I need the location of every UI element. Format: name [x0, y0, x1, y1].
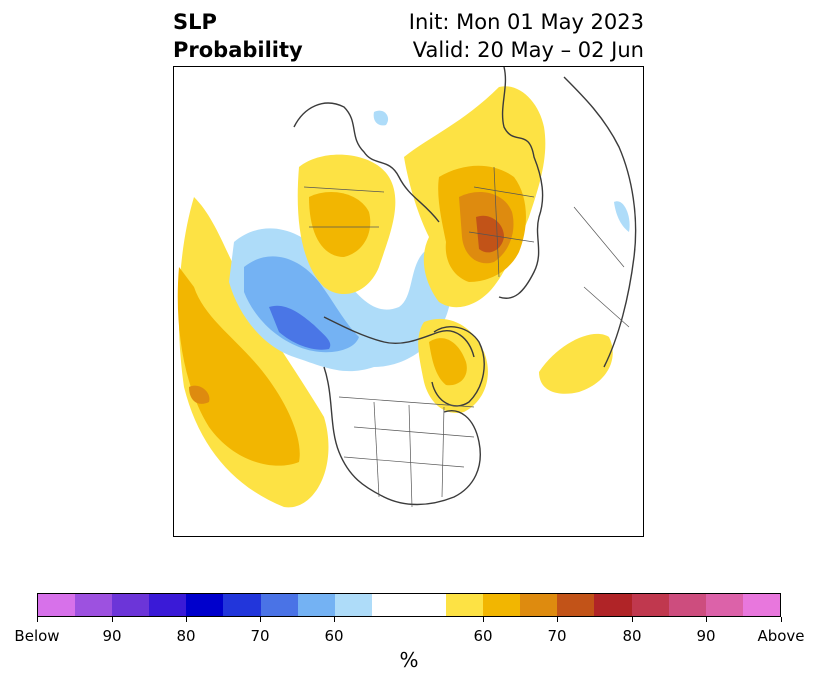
- colorbar-tick-label: 70: [250, 627, 270, 645]
- title-left: SLP Probability: [173, 8, 303, 64]
- colorbar-segment: [520, 594, 558, 616]
- colorbar-tick-label: 70: [547, 627, 567, 645]
- colorbar-tick-label: 60: [324, 627, 344, 645]
- colorbar-segment: [483, 594, 521, 616]
- colorbar-tick-mark: [483, 617, 484, 622]
- colorbar-tick-mark: [632, 617, 633, 622]
- title-probability: Probability: [173, 38, 303, 62]
- colorbar-segment: [260, 594, 298, 616]
- colorbar-segment: [149, 594, 187, 616]
- borders: [303, 166, 630, 508]
- colorbar-segment: [38, 594, 76, 616]
- canada-above-65: [309, 192, 371, 257]
- colorbar-segment: [371, 594, 447, 616]
- colorbar-tick-label: Above: [757, 627, 805, 645]
- colorbar-tick-mark: [781, 617, 782, 622]
- alaska-below-65: [244, 256, 359, 353]
- colorbar-tick-mark: [260, 617, 261, 622]
- pacific-above-65: [177, 267, 300, 466]
- colorbar-tick-mark: [37, 617, 38, 622]
- colorbar-segment: [742, 594, 780, 616]
- arctic-above-75: [476, 215, 504, 253]
- colorbar-segment: [75, 594, 113, 616]
- colorbar-tick-label: 80: [176, 627, 196, 645]
- scandinavia-below-60: [614, 201, 630, 232]
- colorbar-segment: [112, 594, 150, 616]
- colorbar-tick-mark: [334, 617, 335, 622]
- colorbar-tick-label: 80: [622, 627, 642, 645]
- colorbar-segment: [334, 594, 372, 616]
- colorbar-tick-mark: [706, 617, 707, 622]
- colorbar-segment: [594, 594, 632, 616]
- colorbar-segment: [446, 594, 484, 616]
- colorbar-tick-label: 60: [473, 627, 493, 645]
- colorbar-segment: [557, 594, 595, 616]
- colorbar-tick-label: Below: [14, 627, 60, 645]
- colorbar-tick-mark: [112, 617, 113, 622]
- colorbar: [37, 593, 781, 617]
- init-date: Init: Mon 01 May 2023: [408, 10, 644, 34]
- colorbar-tick-label: 90: [102, 627, 122, 645]
- siberia-below-60: [373, 110, 389, 126]
- colorbar-segment: [705, 594, 743, 616]
- colorbar-segment: [223, 594, 261, 616]
- colorbar-segment: [631, 594, 669, 616]
- colorbar-segment: [186, 594, 224, 616]
- atlantic-above-65: [429, 338, 467, 386]
- colorbar-tick-mark: [557, 617, 558, 622]
- valid-range: Valid: 20 May – 02 Jun: [412, 38, 644, 62]
- colorbar-unit: %: [399, 648, 419, 672]
- alaska-below-70: [269, 305, 331, 350]
- colorbar-segment: [297, 594, 335, 616]
- colorbar-segment: [668, 594, 706, 616]
- colorbar-tick-mark: [186, 617, 187, 622]
- probability-map: [177, 67, 637, 508]
- colorbar-tick-label: 90: [696, 627, 716, 645]
- europe-above-60: [539, 333, 613, 394]
- coastlines: [293, 67, 637, 506]
- map-panel: [173, 66, 644, 537]
- title-slp: SLP: [173, 10, 217, 34]
- pacific-above-70: [189, 385, 210, 404]
- title-right: Init: Mon 01 May 2023 Valid: 20 May – 02…: [409, 8, 644, 64]
